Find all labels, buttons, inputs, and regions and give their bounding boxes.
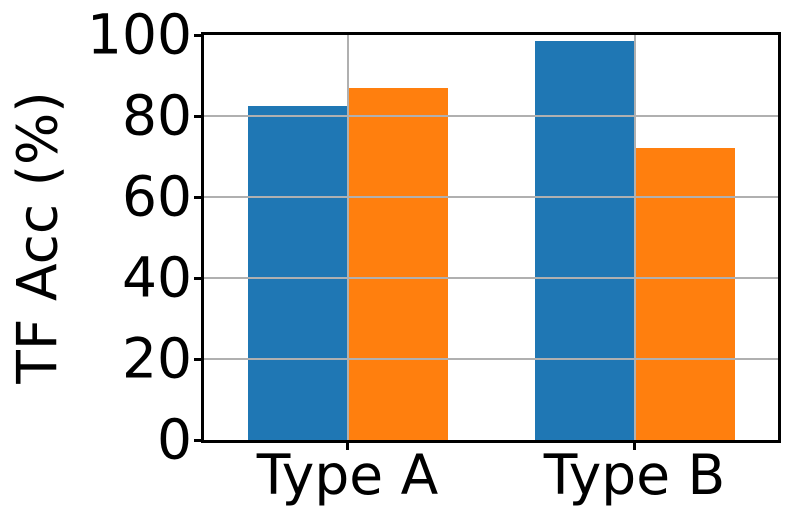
bar-blue-series-1 bbox=[534, 41, 635, 440]
x-tick-label-1: Type B bbox=[543, 443, 726, 507]
h-gridline-20 bbox=[204, 358, 778, 360]
y-tick-mark-20 bbox=[194, 357, 202, 361]
y-tick-mark-40 bbox=[194, 276, 202, 280]
y-tick-mark-80 bbox=[194, 114, 202, 118]
bar-orange-series-1 bbox=[634, 148, 735, 440]
x-tick-mark-0 bbox=[346, 442, 349, 450]
plot-area bbox=[204, 35, 778, 440]
y-tick-mark-100 bbox=[194, 33, 202, 37]
h-gridline-80 bbox=[204, 115, 778, 117]
y-tick-label-40: 40 bbox=[122, 245, 192, 310]
bar-blue-series-0 bbox=[247, 105, 348, 440]
y-tick-label-20: 20 bbox=[122, 326, 192, 391]
v-gridline-1 bbox=[633, 35, 636, 440]
y-tick-label-60: 60 bbox=[122, 164, 192, 229]
h-gridline-40 bbox=[204, 277, 778, 279]
y-tick-mark-0 bbox=[194, 438, 202, 442]
y-tick-label-100: 100 bbox=[87, 2, 192, 67]
y-tick-label-80: 80 bbox=[122, 83, 192, 148]
v-gridline-0 bbox=[346, 35, 349, 440]
y-tick-label-0: 0 bbox=[157, 407, 192, 472]
x-tick-mark-1 bbox=[633, 442, 636, 450]
y-tick-mark-60 bbox=[194, 195, 202, 199]
bar-orange-series-0 bbox=[347, 87, 448, 440]
x-tick-label-0: Type A bbox=[256, 443, 439, 507]
h-gridline-60 bbox=[204, 196, 778, 198]
